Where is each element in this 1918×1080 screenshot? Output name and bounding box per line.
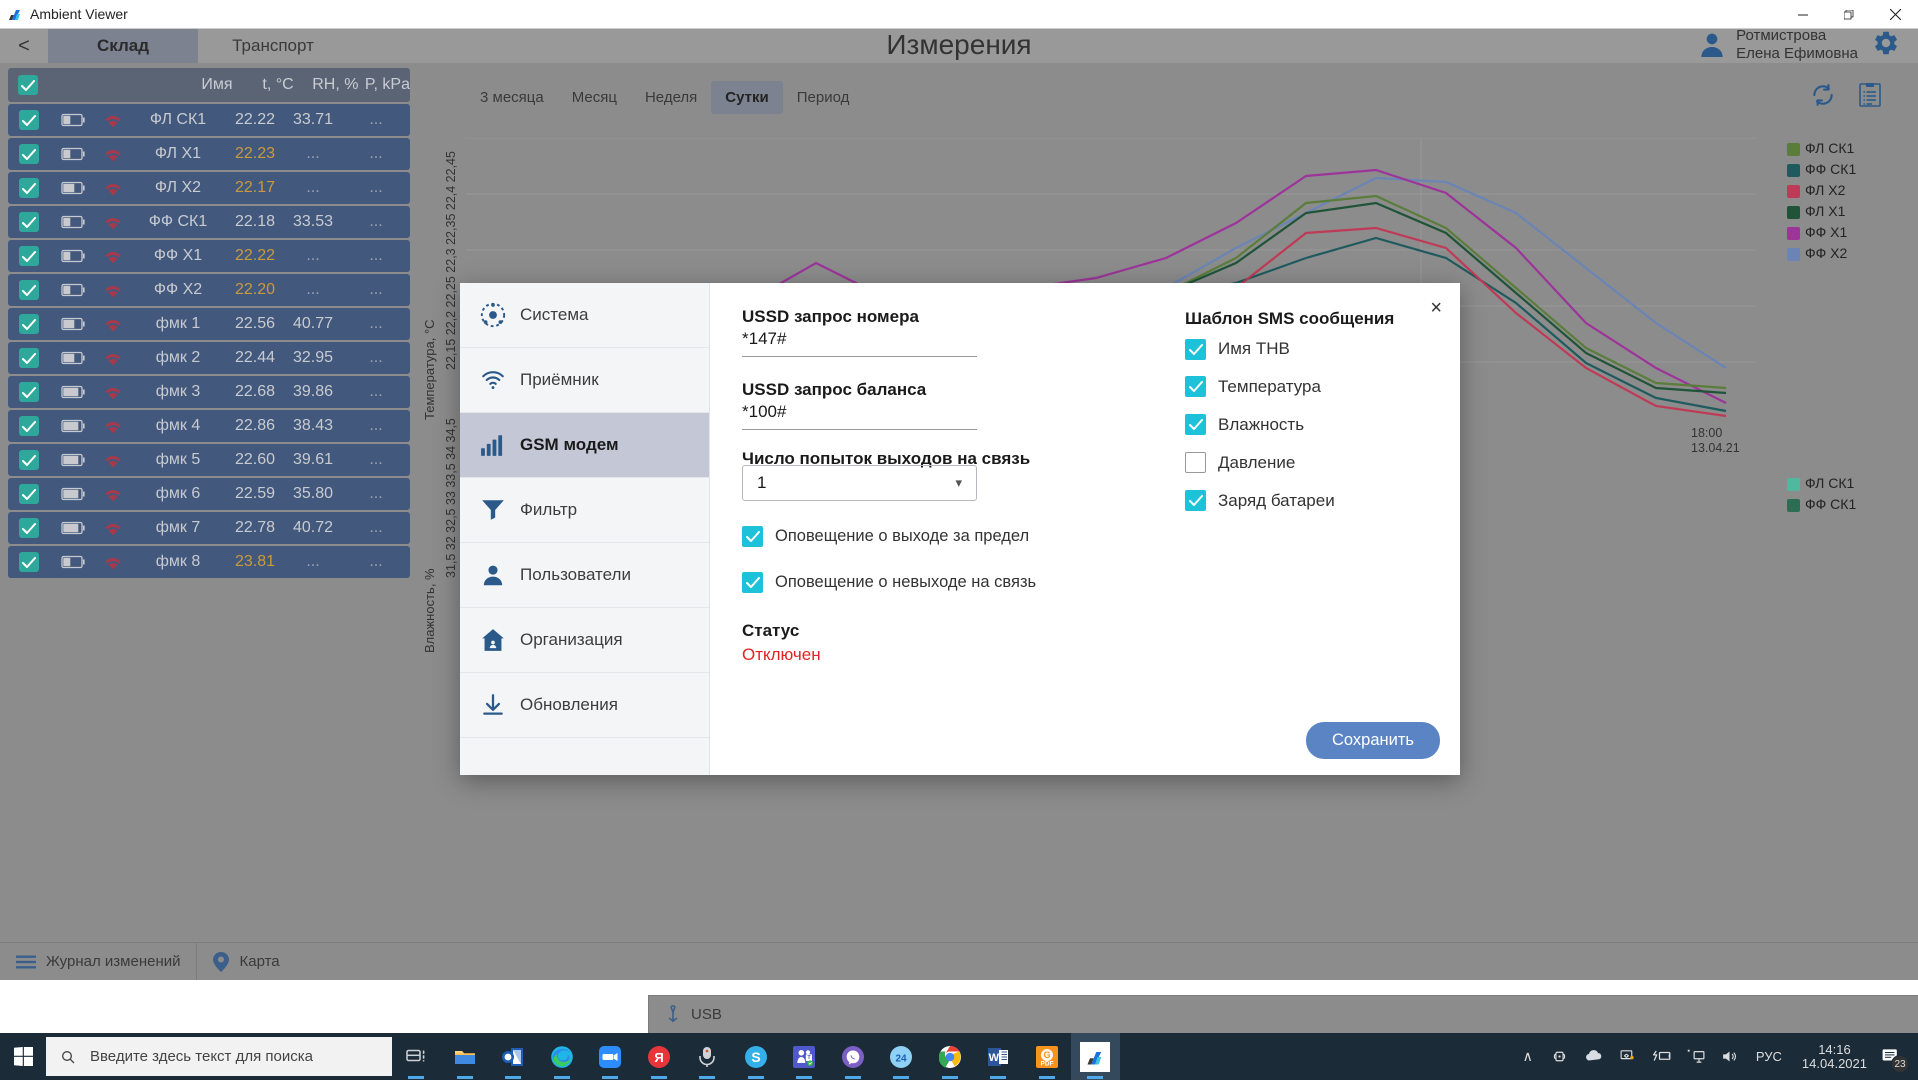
svg-text:PDF: PDF	[1040, 1060, 1053, 1067]
svg-text:Я: Я	[654, 1050, 663, 1065]
svg-text:24: 24	[896, 1053, 908, 1064]
svg-text:S: S	[751, 1048, 760, 1064]
svg-text:W: W	[989, 1052, 1000, 1064]
svg-text:G: G	[1043, 1050, 1050, 1060]
